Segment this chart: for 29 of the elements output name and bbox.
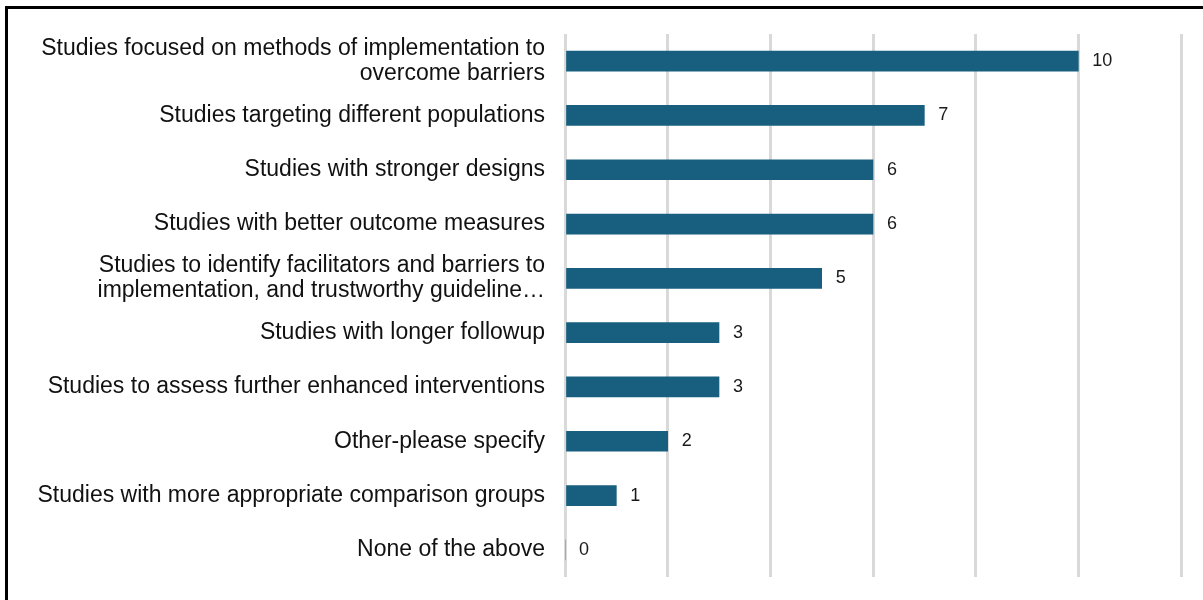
y-tick-label: Studies focused on methods of implementation to overcome barriers (41, 33, 545, 86)
bar (566, 105, 925, 126)
y-tick-label: None of the above (357, 535, 545, 562)
data-label: 1 (630, 484, 641, 505)
y-tick-label: Studies with more appropriate comparison groups (37, 480, 545, 507)
data-label: 5 (835, 267, 846, 288)
data-label: 6 (887, 158, 898, 179)
data-label: 10 (1092, 50, 1113, 71)
y-tick-label: Studies with stronger designs (244, 155, 545, 182)
bar (566, 376, 720, 398)
bar (566, 485, 617, 506)
data-label: 6 (887, 213, 898, 234)
y-tick-label: Studies with better outcome measures (153, 209, 545, 236)
bar (566, 213, 874, 235)
data-label: 3 (733, 375, 744, 396)
y-tick-label: Studies with longer followup (259, 317, 545, 344)
data-label: 0 (579, 538, 590, 559)
bar (566, 430, 668, 452)
y-tick-label: Studies targeting different populations (159, 100, 545, 127)
data-label: 7 (938, 104, 949, 125)
y-tick-label: Studies to assess further enhanced interventions (47, 372, 545, 399)
y-tick-label: Other-please specify (334, 426, 546, 453)
bar (566, 268, 822, 289)
data-label: 2 (681, 430, 692, 451)
bar (566, 50, 1079, 72)
y-tick-label: Studies to identify facilitators and barriers to implementation, and trustworthy guideline… (97, 251, 545, 303)
bar (566, 159, 874, 181)
bar (566, 322, 720, 343)
data-label: 3 (733, 321, 744, 342)
